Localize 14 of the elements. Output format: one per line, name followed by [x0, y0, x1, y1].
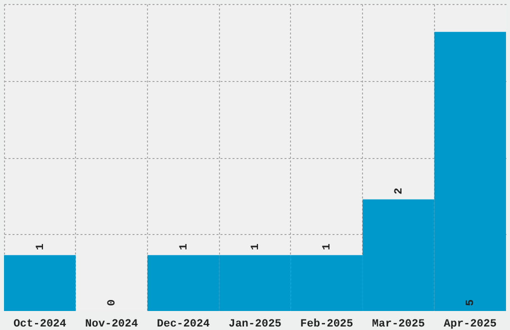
data-label: 1 — [250, 243, 262, 250]
x-tick-label: Mar-2025 — [372, 318, 426, 330]
x-tick-label: Apr-2025 — [444, 318, 497, 330]
x-tick-label: Dec-2024 — [156, 318, 210, 330]
data-label: 1 — [178, 243, 190, 250]
data-label: 1 — [322, 243, 334, 250]
data-label: 2 — [393, 188, 406, 194]
data-label: 0 — [106, 299, 119, 306]
data-label: 1 — [34, 243, 47, 250]
x-tick-label: Oct-2024 — [13, 318, 67, 330]
x-tick-label: Jan-2025 — [228, 318, 282, 330]
x-tick-label: Nov-2024 — [85, 318, 138, 330]
data-label: 5 — [465, 299, 478, 306]
x-tick-label: Feb-2025 — [300, 318, 354, 330]
